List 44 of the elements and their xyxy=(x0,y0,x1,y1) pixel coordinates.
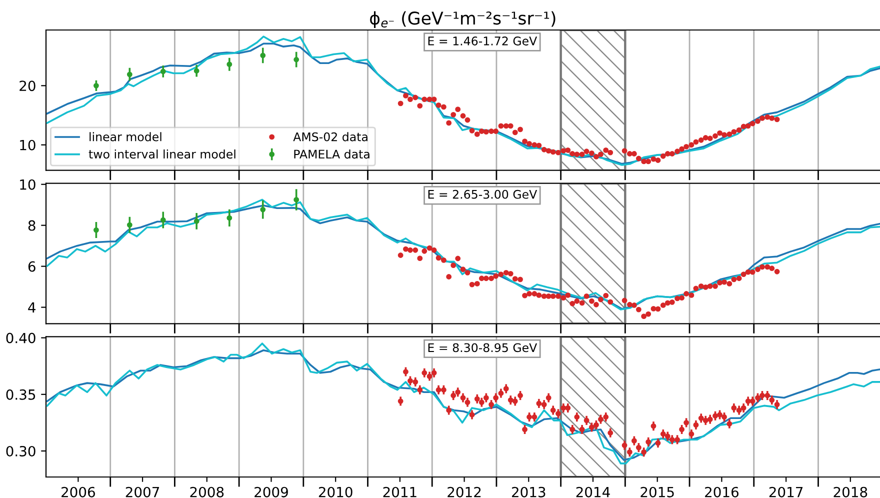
chart-title: ϕ$_{e⁻}$ (GeV⁻¹m⁻²s⁻¹sr⁻¹) xyxy=(370,11,556,28)
point xyxy=(194,218,200,224)
y-tick-label: 0.40 xyxy=(6,332,36,344)
y-tick-label: 10 xyxy=(20,140,36,150)
x-tick-label: 2018 xyxy=(834,486,868,498)
x-tick-label: 2017 xyxy=(769,486,803,498)
point xyxy=(93,227,99,233)
x-tick-label: 2013 xyxy=(512,486,546,498)
legend-label: AMS-02 data xyxy=(293,132,368,142)
legend-label: two interval linear model xyxy=(88,149,236,159)
annotation: E = 8.30-8.95 GeV xyxy=(428,343,538,352)
x-tick-label: 2009 xyxy=(254,486,288,498)
x-tick-label: 2008 xyxy=(190,486,224,498)
x-tick-label: 2016 xyxy=(705,486,738,498)
x-tick-label: 2006 xyxy=(62,486,95,498)
point xyxy=(226,62,232,68)
legend-label: PAMELA data xyxy=(294,149,370,159)
annotation: E = 2.65-3.00 GeV xyxy=(428,190,538,199)
point xyxy=(260,52,266,58)
point xyxy=(126,222,132,228)
x-tick-label: 2012 xyxy=(448,486,481,498)
annotation: E = 1.46-1.72 GeV xyxy=(428,36,538,46)
y-tick-label: 10 xyxy=(20,179,36,190)
point xyxy=(93,82,99,88)
point xyxy=(126,72,132,78)
x-tick-label: 2015 xyxy=(640,486,674,498)
point xyxy=(294,197,300,202)
x-tick-label: 2007 xyxy=(126,486,160,498)
y-tick-label: 6 xyxy=(28,261,36,272)
y-tick-label: 0.30 xyxy=(6,446,36,456)
x-tick-label: 2011 xyxy=(383,486,416,498)
point xyxy=(160,217,166,223)
legend-label: linear model xyxy=(90,132,162,142)
point xyxy=(226,215,232,221)
y-tick-label: 20 xyxy=(20,80,36,92)
y-tick-label: 8 xyxy=(28,220,36,231)
point xyxy=(194,68,200,74)
x-tick-label: 2014 xyxy=(576,486,610,498)
point xyxy=(294,56,300,62)
x-tick-label: 2010 xyxy=(318,486,352,498)
point xyxy=(260,206,266,212)
y-tick-label: 0.35 xyxy=(6,389,36,400)
point xyxy=(160,68,166,74)
y-tick-label: 4 xyxy=(28,302,36,313)
